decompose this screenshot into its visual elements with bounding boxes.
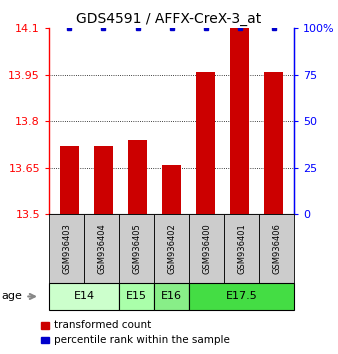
Bar xyxy=(60,146,79,214)
Text: GSM936405: GSM936405 xyxy=(132,223,141,274)
Bar xyxy=(94,146,113,214)
Text: GSM936400: GSM936400 xyxy=(202,223,211,274)
Text: E15: E15 xyxy=(126,291,147,302)
Text: percentile rank within the sample: percentile rank within the sample xyxy=(54,335,230,345)
Text: GSM936404: GSM936404 xyxy=(97,223,106,274)
Text: GDS4591 / AFFX-CreX-3_at: GDS4591 / AFFX-CreX-3_at xyxy=(76,12,262,27)
Bar xyxy=(162,165,181,214)
Bar xyxy=(128,140,147,214)
Text: GSM936401: GSM936401 xyxy=(237,223,246,274)
Text: E14: E14 xyxy=(73,291,95,302)
Text: age: age xyxy=(2,291,23,302)
Bar xyxy=(196,72,215,214)
Text: E17.5: E17.5 xyxy=(226,291,258,302)
Text: GSM936403: GSM936403 xyxy=(62,223,71,274)
Text: GSM936402: GSM936402 xyxy=(167,223,176,274)
Bar xyxy=(230,28,249,214)
Text: E16: E16 xyxy=(161,291,182,302)
Text: transformed count: transformed count xyxy=(54,320,151,330)
Bar xyxy=(264,72,283,214)
Text: GSM936406: GSM936406 xyxy=(272,223,281,274)
